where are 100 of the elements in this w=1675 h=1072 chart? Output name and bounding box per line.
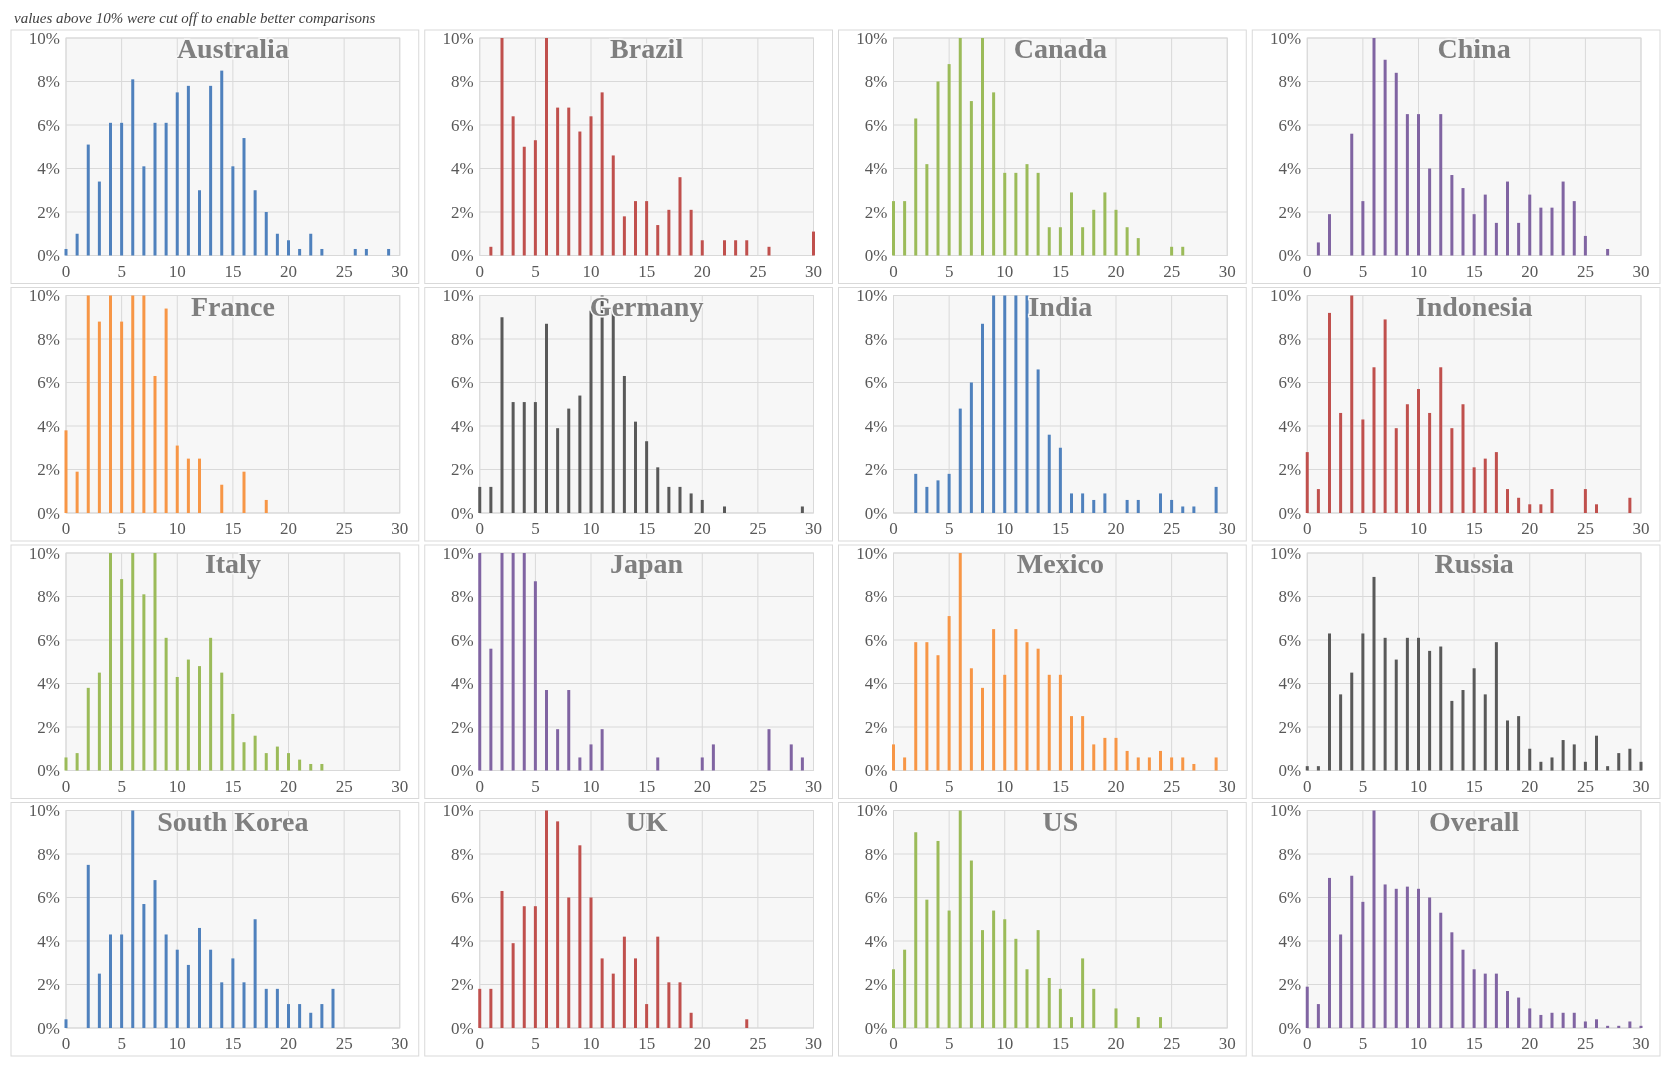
y-tick-label: 8% [37, 844, 60, 864]
bar [1417, 888, 1420, 1028]
bar [1428, 168, 1432, 256]
x-tick-label: 30 [391, 261, 409, 281]
bar [175, 676, 179, 771]
y-tick-label: 2% [1278, 717, 1302, 737]
bar [1081, 227, 1085, 256]
bar [1394, 888, 1398, 1028]
bar [387, 248, 391, 256]
x-tick-label: 5 [1358, 776, 1368, 796]
y-tick-label: 8% [451, 72, 474, 92]
bar [1350, 672, 1354, 771]
y-tick-label: 0% [37, 1018, 60, 1038]
bar [1058, 674, 1062, 771]
bar [1361, 633, 1365, 771]
bar [914, 473, 918, 513]
bar [142, 904, 146, 1028]
bar [275, 746, 279, 771]
bar [309, 1012, 313, 1028]
chart-title: India [1028, 290, 1093, 322]
bar [1192, 763, 1196, 771]
bar [75, 471, 79, 513]
y-tick-label: 8% [864, 844, 888, 864]
bar [947, 616, 951, 771]
bar [198, 666, 201, 771]
chart-title: Australia [176, 33, 289, 64]
bar [142, 166, 146, 256]
bar [1506, 489, 1509, 513]
bar [275, 988, 279, 1028]
bar [667, 982, 671, 1028]
bar [1181, 246, 1185, 256]
bar [992, 92, 996, 256]
x-tick-label: 0 [889, 261, 898, 281]
y-tick-label: 0% [451, 246, 474, 266]
bar [364, 248, 368, 256]
x-tick-label: 25 [1163, 261, 1181, 281]
y-tick-label: 6% [864, 373, 888, 393]
bar [264, 499, 268, 513]
bar [1550, 1012, 1554, 1028]
bar [142, 594, 146, 771]
y-tick-label: 6% [451, 373, 474, 393]
bar [1328, 214, 1331, 256]
bar [734, 240, 738, 256]
bar [1539, 761, 1543, 771]
bar [522, 402, 526, 513]
bar [533, 581, 537, 771]
x-tick-label: 25 [749, 1034, 767, 1053]
bar [186, 85, 190, 256]
bar [1214, 486, 1218, 513]
y-tick-label: 2% [37, 975, 60, 995]
y-tick-label: 4% [1278, 416, 1302, 436]
bar [1539, 504, 1543, 513]
y-tick-label: 6% [864, 115, 888, 135]
y-tick-label: 0% [1278, 761, 1302, 781]
bar [892, 969, 895, 1028]
bar [86, 144, 90, 256]
bar [120, 579, 124, 771]
bar [331, 988, 335, 1028]
y-tick-label: 6% [864, 888, 888, 908]
x-tick-label: 5 [1358, 261, 1368, 281]
bar [1003, 674, 1007, 771]
x-tick-label: 5 [531, 1034, 540, 1053]
bar [500, 890, 504, 1028]
bar [120, 122, 124, 256]
bar [1114, 737, 1118, 771]
bar [1070, 493, 1073, 513]
x-tick-label: 15 [224, 519, 242, 538]
y-tick-label: 8% [1278, 844, 1302, 864]
x-tick-label: 25 [335, 519, 353, 538]
y-tick-label: 10% [1270, 543, 1302, 563]
bar [298, 1004, 302, 1028]
bar [231, 713, 235, 771]
x-tick-label: 5 [944, 776, 954, 796]
y-tick-label: 6% [1278, 888, 1302, 908]
x-tick-label: 30 [391, 776, 409, 796]
bar [1047, 977, 1051, 1028]
chart-title: Canada [1013, 33, 1108, 64]
bar [1483, 194, 1487, 256]
bar [689, 209, 693, 256]
y-tick-label: 6% [1278, 630, 1302, 650]
bar [1394, 72, 1398, 256]
bar [1595, 735, 1598, 771]
bar [800, 757, 804, 771]
x-tick-label: 10 [168, 261, 186, 281]
bar [97, 672, 101, 771]
bar [656, 936, 660, 1028]
bar [678, 982, 682, 1028]
bar [567, 690, 571, 771]
bar [892, 744, 895, 771]
x-tick-label: 25 [1163, 1034, 1181, 1053]
bar [1483, 458, 1487, 513]
bar [600, 958, 604, 1028]
bar [981, 38, 984, 256]
bar [1428, 650, 1432, 771]
bar [1394, 428, 1398, 513]
bar [298, 248, 302, 256]
bar [500, 553, 504, 771]
x-tick-label: 10 [1410, 1034, 1427, 1053]
bar [556, 428, 560, 513]
chart-title: France [190, 290, 275, 322]
